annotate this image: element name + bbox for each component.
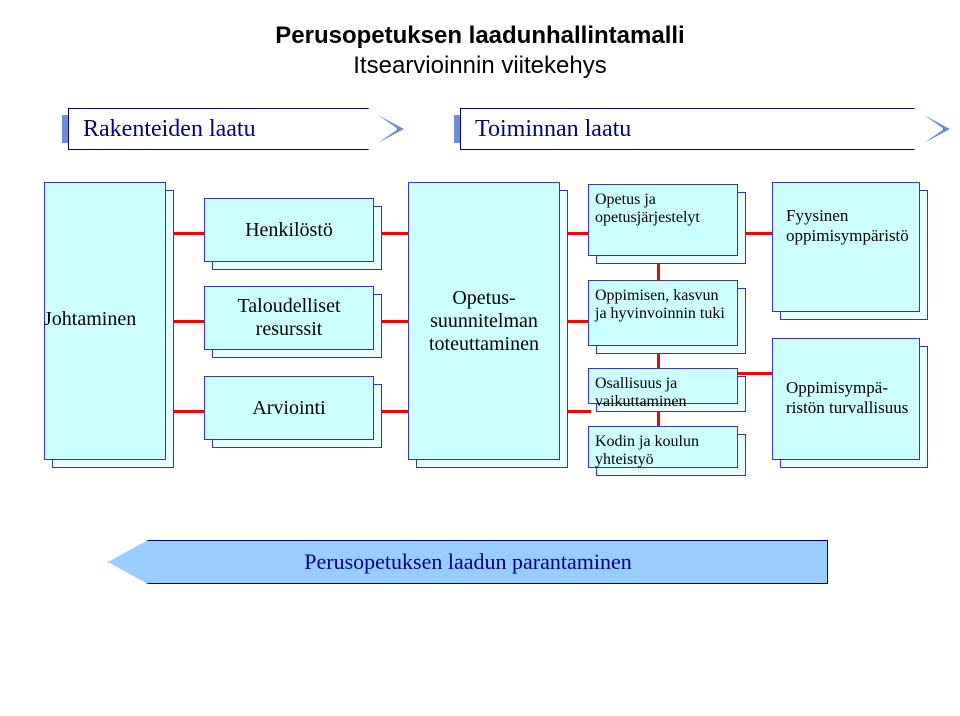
col3-box: Opetus-suunnitelman toteuttaminen: [408, 182, 560, 460]
connector-10: [735, 372, 777, 375]
col5-label-0: Fyysinen oppimisympäristö: [786, 206, 936, 245]
col4-box-2: Osallisuus ja vaikuttaminen: [588, 368, 738, 404]
section-arrow-right: Toiminnan laatu: [460, 108, 944, 150]
col2-box-1: Taloudelliset resurssit: [204, 286, 374, 350]
title-main: Perusopetuksen laadunhallintamalli: [180, 22, 780, 50]
col2-box-2: Arviointi: [204, 376, 374, 440]
col4-box-3: Kodin ja koulun yhteistyö: [588, 426, 738, 468]
title-sub: Itsearvioinnin viitekehys: [180, 52, 780, 80]
label-johtaminen: Johtaminen: [44, 308, 136, 331]
col5-label-1: Oppimisympä-ristön turvallisuus: [786, 378, 936, 417]
bottom-banner: Perusopetuksen laadun parantaminen: [108, 540, 828, 584]
col5-box-0: [772, 182, 920, 312]
col2-box-0: Henkilöstö: [204, 198, 374, 262]
col4-box-0: Opetus ja opetusjärjestelyt: [588, 184, 738, 256]
diagram-stage: Perusopetuksen laadunhallintamalliItsear…: [0, 0, 960, 716]
col4-box-1: Oppimisen, kasvun ja hyvinvoinnin tuki: [588, 280, 738, 346]
section-arrow-left: Rakenteiden laatu: [68, 108, 398, 150]
